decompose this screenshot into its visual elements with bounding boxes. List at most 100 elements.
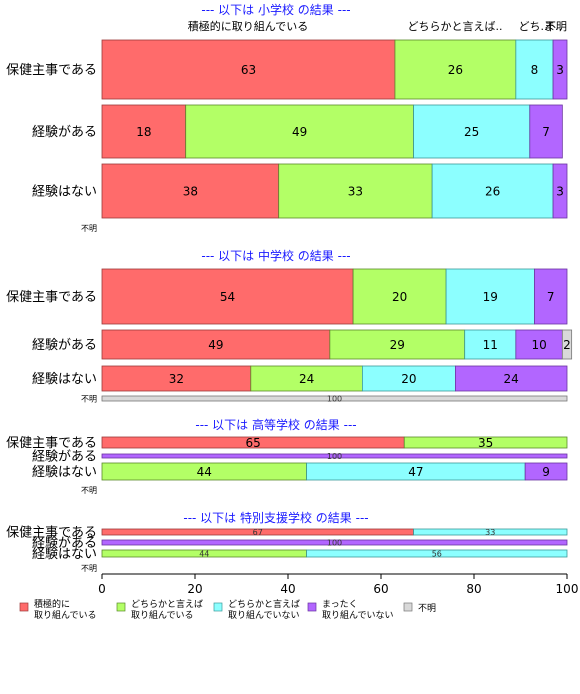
column-header-label: どちらかと言えば.. <box>408 20 503 33</box>
row-label: 不明 <box>81 394 97 403</box>
row-label: 保健主事である <box>6 526 97 541</box>
legend-label: 取り組んでいる <box>131 609 194 621</box>
legend-swatch <box>307 602 317 612</box>
bar-segment <box>250 365 363 392</box>
bar-segment <box>413 104 531 159</box>
row-label: 経験はない <box>32 465 97 480</box>
bar-segment <box>445 268 535 325</box>
bar-value-label: 11 <box>483 338 498 352</box>
bar-value-label: 25 <box>464 125 479 139</box>
bar-value-label: 100 <box>327 394 342 403</box>
bar-segment <box>329 329 466 360</box>
bar-segment <box>306 549 568 558</box>
x-tick-label: 60 <box>373 582 388 596</box>
x-tick-label: 0 <box>98 582 106 596</box>
panel-title: --- 以下は 小学校 の結果 --- <box>201 2 350 17</box>
bar-value-label: 67 <box>253 528 263 537</box>
bar-segment <box>464 329 517 360</box>
bar-value-label: 49 <box>292 125 307 139</box>
x-tick-label: 80 <box>466 582 481 596</box>
bar-segment <box>278 163 433 219</box>
column-header-label: どち.. <box>519 20 548 33</box>
x-tick-label: 40 <box>280 582 295 596</box>
bar-segment <box>515 329 563 360</box>
bar-segment <box>403 436 568 449</box>
column-header-label: ま.. <box>544 20 562 33</box>
bar-segment <box>101 453 568 459</box>
bar-value-label: 2 <box>563 338 571 352</box>
bar-value-label: 18 <box>136 125 151 139</box>
row-label: 保健主事である <box>6 63 97 78</box>
legend-label: 取り組んでいない <box>228 609 300 621</box>
row-label: 経験はない <box>32 372 97 387</box>
bar-value-label: 33 <box>485 528 495 537</box>
bar-value-label: 33 <box>348 184 363 198</box>
bar-value-label: 38 <box>183 184 198 198</box>
row-label: 保健主事である <box>6 290 97 305</box>
legend-label: どちらかと言えば <box>228 598 300 610</box>
bar-segment <box>534 268 568 325</box>
row-label: 経験がある <box>32 338 97 353</box>
row-label: 経験はない <box>32 185 97 200</box>
bar-value-label: 19 <box>483 290 498 304</box>
bar-segment <box>352 268 447 325</box>
bar-value-label: 20 <box>401 372 416 386</box>
bar-value-label: 65 <box>245 436 260 450</box>
bar-value-label: 10 <box>531 338 546 352</box>
row-label: 経験がある <box>32 536 97 551</box>
bar-value-label: 44 <box>197 465 212 479</box>
bar-segment <box>515 39 554 100</box>
bar-segment <box>431 163 554 219</box>
bar-value-label: 32 <box>169 372 184 386</box>
row-label: 保健主事である <box>6 436 97 451</box>
bar-segment <box>101 539 568 546</box>
bar-value-label: 9 <box>542 465 550 479</box>
panel-title: --- 以下は 特別支援学校 の結果 --- <box>183 510 368 525</box>
legend-label: 不明 <box>418 603 436 614</box>
bar-value-label: 8 <box>531 63 539 77</box>
bar-value-label: 7 <box>542 125 550 139</box>
legend-swatch <box>213 602 223 612</box>
legend-label: 取り組んでいる <box>34 609 97 621</box>
bar-segment <box>101 395 568 402</box>
column-header-label: 不明 <box>545 20 567 33</box>
legend-label: まったく <box>322 599 358 610</box>
bar-segment <box>454 365 568 392</box>
bar-segment <box>185 104 414 159</box>
bar-value-label: 100 <box>327 538 342 547</box>
legend-swatch <box>116 602 126 612</box>
bar-value-label: 44 <box>199 549 209 558</box>
bar-segment <box>101 163 280 219</box>
bar-value-label: 24 <box>299 372 314 386</box>
bar-segment <box>361 365 456 392</box>
row-label: 経験がある <box>32 450 97 465</box>
bar-value-label: 63 <box>241 63 256 77</box>
row-label: 経験がある <box>32 125 97 140</box>
bar-value-label: 3 <box>556 184 564 198</box>
row-label: 不明 <box>81 224 97 233</box>
row-label: 経験はない <box>32 547 97 562</box>
legend-label: 取り組んでいない <box>322 609 394 621</box>
bar-segment <box>524 462 568 481</box>
bar-segment <box>413 528 568 536</box>
bar-value-label: 26 <box>448 63 463 77</box>
bar-value-label: 47 <box>408 465 423 479</box>
bar-value-label: 20 <box>392 290 407 304</box>
bar-value-label: 26 <box>485 184 500 198</box>
column-header-label: 積極的に取り組んでいる <box>188 19 308 33</box>
bar-segment <box>552 39 568 100</box>
bar-segment <box>552 163 568 219</box>
bar-segment <box>529 104 563 159</box>
bar-value-label: 54 <box>220 290 235 304</box>
row-label: 不明 <box>81 564 97 573</box>
bar-value-label: 29 <box>390 338 405 352</box>
panel-title: --- 以下は 中学校 の結果 --- <box>201 248 350 263</box>
bar-value-label: 24 <box>504 372 519 386</box>
bar-segment <box>101 39 396 100</box>
bar-value-label: 56 <box>432 549 442 558</box>
bar-value-label: 35 <box>478 436 493 450</box>
legend-swatch <box>403 602 413 612</box>
bar-segment <box>101 329 331 360</box>
row-label: 不明 <box>81 486 97 495</box>
